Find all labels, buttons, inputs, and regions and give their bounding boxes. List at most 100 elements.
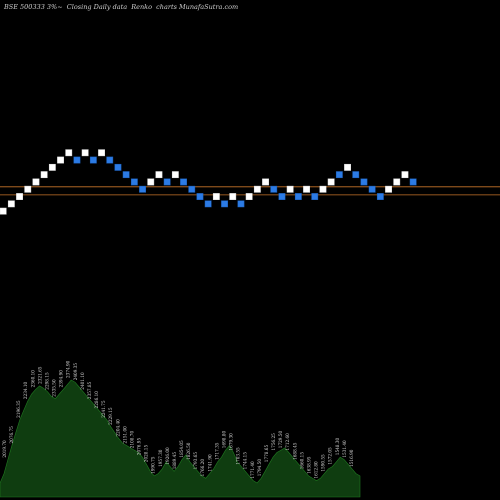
- volume-label: 1793.65: [193, 452, 198, 470]
- renko-brick-down: [163, 178, 171, 186]
- renko-brick-up: [57, 156, 64, 164]
- volume-label: 1638.95: [306, 456, 311, 474]
- volume-label: 1826.50: [186, 442, 191, 460]
- renko-brick-up: [40, 171, 48, 179]
- renko-brick-up: [229, 193, 237, 200]
- volume-label: 1679.30: [229, 433, 234, 451]
- renko-brick-up: [81, 149, 89, 157]
- volume-label: 2019.70: [2, 440, 7, 458]
- renko-brick-up: [253, 185, 261, 193]
- renko-brick-up: [245, 193, 253, 200]
- renko-brick-up: [48, 163, 56, 171]
- renko-brick-down: [196, 193, 204, 200]
- volume-label: 1548.30: [335, 438, 340, 456]
- volume-label: 1741.90: [207, 454, 212, 472]
- volume-label: 1990.75: [151, 456, 156, 474]
- renko-brick-down: [180, 178, 187, 186]
- volume-label: 2204.40: [115, 419, 120, 437]
- volume-label: 2321.65: [37, 366, 42, 384]
- volume-label: 2360.10: [30, 370, 35, 388]
- volume-label: 2394.90: [59, 370, 64, 388]
- volume-label: 1771.40: [250, 461, 255, 479]
- volume-label: 1717.35: [214, 442, 219, 460]
- volume-label: 1729.50: [278, 431, 283, 449]
- renko-brick-up: [98, 149, 105, 157]
- renko-brick-down: [352, 171, 360, 179]
- renko-brick-up: [0, 207, 7, 215]
- renko-brick-up: [155, 171, 163, 179]
- renko-brick-down: [188, 185, 196, 193]
- volume-label: 1612.80: [314, 461, 319, 479]
- volume-label: 1590.55: [321, 454, 326, 472]
- renko-brick-up: [171, 171, 179, 179]
- renko-brick-down: [204, 200, 212, 208]
- renko-brick-up: [327, 178, 335, 186]
- volume-label: 1572.05: [328, 447, 333, 465]
- volume-label: 1854.05: [179, 440, 184, 458]
- volume-label: 2108.70: [129, 431, 134, 449]
- volume-label: 1744.15: [243, 452, 248, 470]
- renko-brick-up: [303, 185, 310, 193]
- volume-label: 1703.55: [236, 447, 241, 465]
- renko-brick-down: [311, 193, 319, 200]
- renko-brick-down: [278, 193, 286, 200]
- renko-brick-up: [262, 178, 269, 186]
- renko-brick-up: [344, 163, 351, 171]
- renko-brick-down: [114, 163, 122, 171]
- volume-label: 1756.25: [271, 433, 276, 451]
- renko-brick-down: [335, 171, 343, 179]
- renko-brick-down: [237, 200, 245, 208]
- volume-label: 2234.10: [23, 381, 28, 399]
- volume-label: 1794.50: [257, 459, 262, 477]
- renko-brick-up: [286, 185, 294, 193]
- renko-brick-down: [122, 171, 130, 179]
- volume-label: 2298.15: [45, 372, 50, 390]
- renko-brick-up: [65, 149, 73, 157]
- volume-label: 1698.80: [222, 431, 227, 449]
- renko-brick-up: [212, 193, 220, 200]
- volume-label: 1926.00: [165, 447, 170, 465]
- renko-brick-up: [393, 178, 401, 186]
- renko-brick-up: [24, 185, 32, 193]
- renko-brick-up: [147, 178, 155, 186]
- volume-label: 1516.90: [349, 449, 354, 467]
- volume-label: 1766.20: [200, 459, 205, 477]
- volume-label: 2076.75: [9, 426, 14, 444]
- renko-brick-down: [73, 156, 81, 164]
- renko-brick-down: [368, 185, 376, 193]
- volume-label: 1778.65: [264, 445, 269, 463]
- volume-label: 2401.10: [80, 372, 85, 390]
- renko-brick-down: [376, 193, 384, 200]
- renko-brick-down: [360, 178, 368, 186]
- volume-label: 2374.90: [66, 360, 71, 378]
- renko-brick-down: [106, 156, 114, 164]
- renko-brick-down: [270, 185, 278, 193]
- volume-label: 1889.45: [172, 452, 177, 470]
- volume-label: 2335.50: [52, 379, 57, 397]
- volume-label: 2229.15: [108, 407, 113, 425]
- volume-label: 2028.15: [144, 445, 149, 463]
- renko-brick-up: [385, 185, 392, 193]
- volume-label: 2286.10: [94, 391, 99, 409]
- volume-label: 1712.60: [285, 433, 290, 451]
- renko-brick-down: [89, 156, 97, 164]
- volume-label: 2357.85: [87, 381, 92, 399]
- renko-brick-down: [139, 185, 146, 193]
- volume-label: 2241.75: [101, 400, 106, 418]
- renko-brick-up: [319, 185, 327, 193]
- volume-label: 1531.40: [342, 440, 347, 458]
- volume-label: 2409.35: [73, 363, 78, 381]
- volume-label: 1660.15: [299, 452, 304, 470]
- chart-title: BSE 500333 3%~ Closing Daily data Renko …: [4, 3, 239, 11]
- volume-label: 1957.30: [158, 449, 163, 467]
- renko-brick-up: [401, 171, 409, 179]
- renko-brick-down: [130, 178, 138, 186]
- volume-label: 1688.45: [292, 442, 297, 460]
- volume-label: 2196.35: [16, 400, 21, 418]
- volume-area: [0, 379, 361, 498]
- renko-brick-up: [32, 178, 40, 186]
- renko-brick-up: [16, 193, 23, 200]
- renko-brick-down: [221, 200, 228, 208]
- renko-brick-down: [409, 178, 417, 186]
